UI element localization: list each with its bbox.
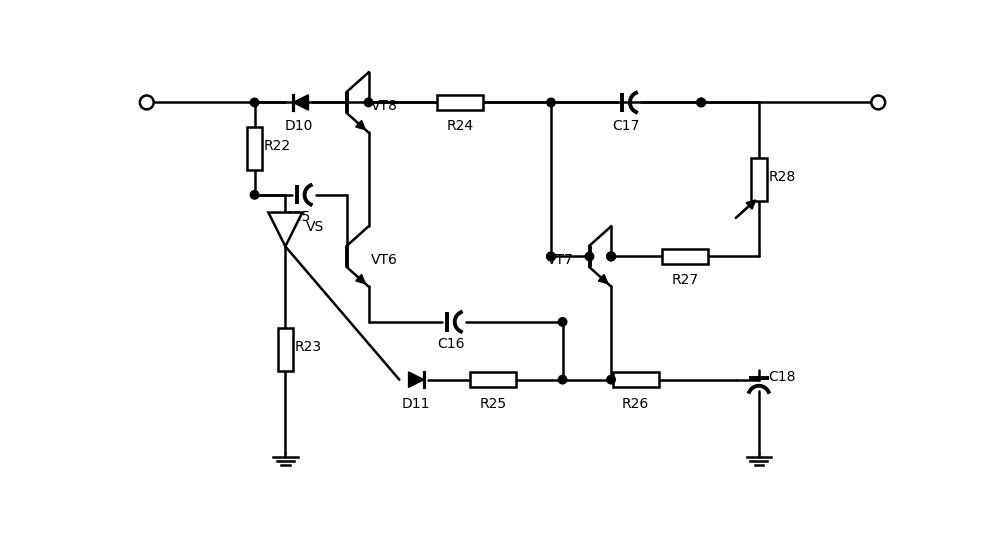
Bar [751,158,767,200]
Text: R27: R27 [671,273,699,288]
Circle shape [607,252,615,261]
Circle shape [607,252,615,261]
Bar [662,249,708,264]
Bar [613,372,659,388]
Circle shape [607,375,615,384]
Polygon shape [293,95,308,110]
Circle shape [585,252,594,261]
Bar [278,328,293,371]
Text: D10: D10 [284,119,313,134]
Text: VT7: VT7 [547,253,574,267]
Circle shape [697,98,705,107]
Text: VS: VS [306,220,324,234]
Text: C17: C17 [612,119,640,134]
Circle shape [547,252,555,261]
Circle shape [697,98,705,107]
Text: VT6: VT6 [371,253,398,267]
Text: R22: R22 [264,139,291,153]
Polygon shape [268,213,302,246]
Circle shape [871,95,885,109]
Polygon shape [409,372,424,388]
Circle shape [547,252,555,261]
Text: R24: R24 [446,119,473,134]
Text: R28: R28 [768,170,795,184]
Text: VT8: VT8 [371,99,398,113]
Circle shape [607,252,615,261]
Circle shape [364,98,373,107]
Text: D11: D11 [402,396,430,411]
Bar [437,95,483,110]
Text: C16: C16 [437,337,465,351]
Circle shape [547,98,555,107]
Circle shape [250,190,259,199]
Circle shape [558,317,567,326]
Bar [247,128,262,170]
Text: R26: R26 [622,396,649,411]
Circle shape [140,95,154,109]
Text: R23: R23 [295,340,322,354]
Circle shape [558,375,567,384]
Text: R25: R25 [480,396,507,411]
Circle shape [250,98,259,107]
Bar [470,372,516,388]
Text: C18: C18 [768,370,796,384]
Text: C15: C15 [283,210,311,224]
